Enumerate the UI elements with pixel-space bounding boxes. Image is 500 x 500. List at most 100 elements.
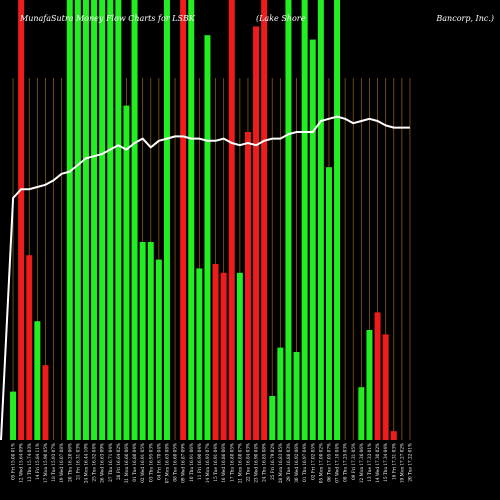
bar-16 [139, 242, 146, 440]
bar-32 [269, 396, 276, 440]
x-tick-label: 07 Mon 16.63 08% [164, 443, 169, 483]
x-tick-label: 13 Tue 17.33 01% [367, 443, 372, 482]
chart-header: MunafaSutra Money Flow Charts for LSBK (… [19, 14, 494, 23]
x-tick-label: 19 Wed 16.07 08% [59, 443, 64, 483]
x-tick-label: 28 Mon 16.83 05% [278, 443, 283, 483]
bar-33 [277, 347, 284, 440]
bar-15 [131, 0, 138, 440]
bar-11 [99, 0, 106, 440]
bar-38 [317, 0, 324, 440]
x-tick-label: 14 Wed 17.30 02% [375, 443, 380, 483]
bar-1 [18, 0, 25, 440]
x-tick-label: 15 Thu 17.34 04% [383, 443, 388, 482]
x-tick-label: 02 Fri 17.02 05% [310, 443, 315, 480]
header-left: MunafaSutra Money Flow Charts for LSBK [19, 14, 196, 23]
bar-28 [236, 272, 243, 440]
x-tick-label: 25 Tue 16.52 04% [92, 443, 97, 482]
x-tick-label: 11 Fri 16.90 04% [197, 443, 202, 480]
bar-22 [188, 0, 195, 440]
bar-14 [123, 105, 130, 440]
bar-45 [374, 312, 381, 440]
x-tick-label: 13 Thu 15.74 03% [27, 443, 32, 482]
x-tick-label: 01 Tue 16.80 04% [132, 443, 137, 482]
bar-7 [66, 0, 73, 440]
bar-27 [228, 0, 235, 440]
bar-9 [82, 0, 89, 440]
x-tick-label: 12 Mon 17.36 06% [359, 443, 364, 483]
x-tick-label: 06 Tue 17.05 07% [326, 443, 331, 482]
bar-21 [180, 0, 187, 440]
x-tick-label: 12 Wed 15.64 09% [19, 443, 24, 483]
x-tick-labels: 05 Fri 15.08 01% 12 Wed 15.64 09% 13 Thu 1… [11, 443, 413, 483]
x-tick-label: 27 Thu 16.71 04% [108, 443, 113, 482]
bar-23 [196, 268, 203, 440]
bars [10, 0, 397, 441]
bar-2 [26, 255, 33, 440]
bar-19 [163, 0, 170, 440]
x-tick-label: 14 Fri 15.84 11% [35, 443, 40, 480]
bar-37 [309, 39, 316, 440]
x-tick-label: 14 Mon 16.93 07% [205, 443, 210, 483]
x-tick-label: 09 Fri 17.31 05% [351, 443, 356, 480]
x-tick-label: 26 Wed 16.63 09% [100, 443, 105, 483]
price-line-layer [0, 115, 410, 441]
bar-0 [10, 391, 17, 440]
x-tick-label: 05 Fri 15.08 01% [11, 443, 16, 480]
bar-34 [285, 0, 292, 440]
bar-47 [390, 431, 397, 440]
x-tick-label: 19 Mon 17.27 02% [399, 443, 404, 483]
x-tick-label: 04 Fri 16.70 04% [156, 443, 161, 480]
bar-25 [212, 264, 219, 440]
bar-43 [358, 387, 365, 440]
bar-36 [301, 0, 308, 440]
bar-10 [91, 0, 98, 440]
x-tick-label: 08 Thu 17.25 03% [343, 443, 348, 482]
x-tick-label: 20 Thu 16.20 06% [67, 443, 72, 482]
x-tick-label: 01 Thu 16.97 04% [302, 443, 307, 482]
x-tick-label: 24 Thu 16.85 08% [262, 443, 267, 482]
x-tick-label: 09 Wed 16.87 09% [181, 443, 186, 483]
x-tick-label: 30 Wed 16.92 06% [294, 443, 299, 483]
bar-24 [204, 35, 211, 440]
bar-46 [382, 334, 389, 440]
bar-35 [293, 352, 300, 440]
bar-40 [334, 0, 341, 440]
x-tick-label: 17 Mon 15.90 05% [43, 443, 48, 483]
bar-26 [220, 272, 227, 440]
bar-17 [147, 242, 154, 440]
x-tick-label: 07 Wed 17.10 04% [335, 443, 340, 483]
x-tick-label: 10 Thu 16.91 06% [189, 443, 194, 482]
x-tick-label: 24 Mon 16.44 10% [83, 443, 88, 483]
x-tick-label: 25 Fri 16.79 02% [270, 443, 275, 480]
x-tick-label: 21 Fri 16.31 03% [75, 443, 80, 480]
price-line [0, 115, 410, 441]
x-tick-label: 17 Thu 16.88 05% [229, 443, 234, 482]
x-tick-label: 02 Wed 16.91 05% [140, 443, 145, 483]
bar-39 [325, 167, 332, 440]
bar-18 [155, 259, 162, 440]
bar-8 [74, 0, 81, 440]
x-tick-label: 05 Mon 17.00 02% [318, 443, 323, 483]
x-tick-label: 22 Tue 16.84 03% [245, 443, 250, 482]
x-tick-label: 28 Fri 16.64 02% [116, 443, 121, 480]
bar-13 [115, 0, 122, 440]
bar-4 [42, 365, 49, 440]
header-right: Bancorp, Inc.) [435, 14, 494, 23]
x-tick-label: 08 Tue 16.68 05% [173, 443, 178, 482]
header-middle: (Lake Shore [256, 14, 306, 23]
x-tick-label: 20 Tue 17.22 01% [407, 443, 412, 482]
x-tick-label: 31 Mon 16.66 06% [124, 443, 129, 483]
bar-3 [34, 321, 41, 440]
bar-31 [261, 0, 268, 440]
bar-44 [366, 330, 373, 440]
x-tick-label: 21 Mon 16.80 07% [237, 443, 242, 483]
bar-29 [244, 132, 251, 440]
x-tick-label: 16 Fri 17.31 03% [391, 443, 396, 480]
x-tick-label: 29 Tue 16.88 03% [286, 443, 291, 482]
x-tick-label: 23 Wed 16.90 04% [254, 443, 259, 483]
x-tick-label: 16 Wed 16.86 06% [221, 443, 226, 483]
bar-12 [107, 0, 114, 440]
bar-30 [253, 26, 260, 441]
x-tick-label: 18 Tue 15.93 07% [51, 443, 56, 482]
